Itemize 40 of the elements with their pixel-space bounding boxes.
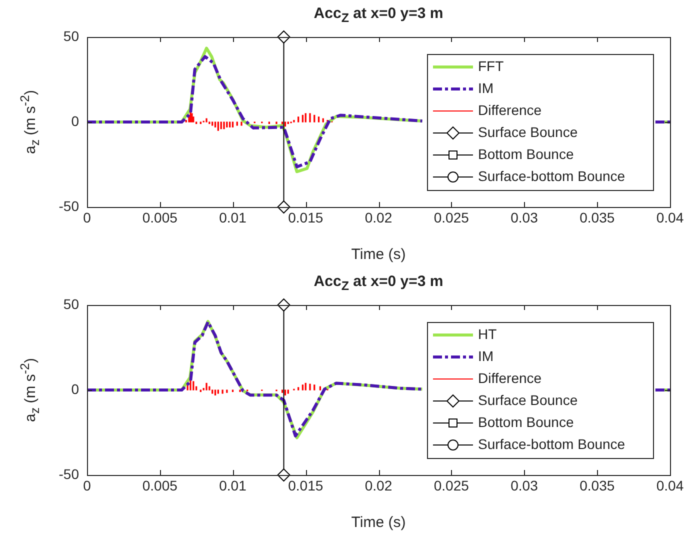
legend-label: Difference	[478, 370, 542, 386]
legend-label: IM	[478, 348, 494, 364]
legend-label: Bottom Bounce	[478, 146, 574, 162]
x-tick-label: 0.03	[510, 477, 538, 494]
legend-label: Surface Bounce	[478, 124, 578, 140]
x-tick-label: 0.035	[580, 477, 615, 494]
x-tick-label: 0	[83, 209, 92, 226]
legend-label: Difference	[478, 102, 542, 118]
legend-label: FFT	[478, 58, 504, 74]
x-tick-label: 0.015	[288, 209, 324, 226]
x-axis-title: Time (s)	[351, 246, 406, 264]
y-tick-label: 50	[63, 28, 80, 44]
x-tick-label: 0.005	[142, 477, 178, 494]
legend-label: Surface-bottom Bounce	[478, 168, 626, 184]
legend-label: Surface-bottom Bounce	[478, 436, 626, 452]
y-tick-label: 0	[71, 112, 80, 129]
x-tick-label: 0.02	[364, 209, 392, 226]
x-tick-label: 0.03	[510, 209, 538, 226]
x-tick-label: 0.025	[434, 477, 470, 494]
chart-title: Acc$_{Z}$ at x=0 y=3 m	[312, 273, 444, 293]
x-tick-label: 0.01	[219, 209, 247, 226]
x-tick-label: 0	[83, 477, 92, 494]
x-axis-title: Time (s)	[351, 514, 406, 532]
chart-title: Acc$_{Z}$ at x=0 y=3 m	[312, 5, 444, 25]
x-tick-label: 0.015	[288, 477, 324, 494]
legend-label: Bottom Bounce	[478, 414, 574, 430]
x-tick-label: 0.01	[219, 477, 247, 494]
x-tick-label: 0.035	[580, 209, 615, 226]
x-tick-label: 0.04	[656, 477, 684, 494]
x-tick-label: 0.005	[142, 209, 178, 226]
legend-label: HT	[478, 326, 498, 342]
y-tick-label: -50	[58, 466, 80, 482]
y-tick-label: -50	[58, 198, 80, 214]
x-tick-label: 0.02	[364, 477, 392, 494]
x-tick-label: 0.025	[434, 209, 470, 226]
x-tick-label: 0.04	[656, 209, 684, 226]
y-tick-label: 50	[63, 296, 80, 312]
y-tick-label: 0	[71, 380, 80, 397]
legend-label: Surface Bounce	[478, 392, 578, 408]
legend-label: IM	[478, 80, 494, 96]
